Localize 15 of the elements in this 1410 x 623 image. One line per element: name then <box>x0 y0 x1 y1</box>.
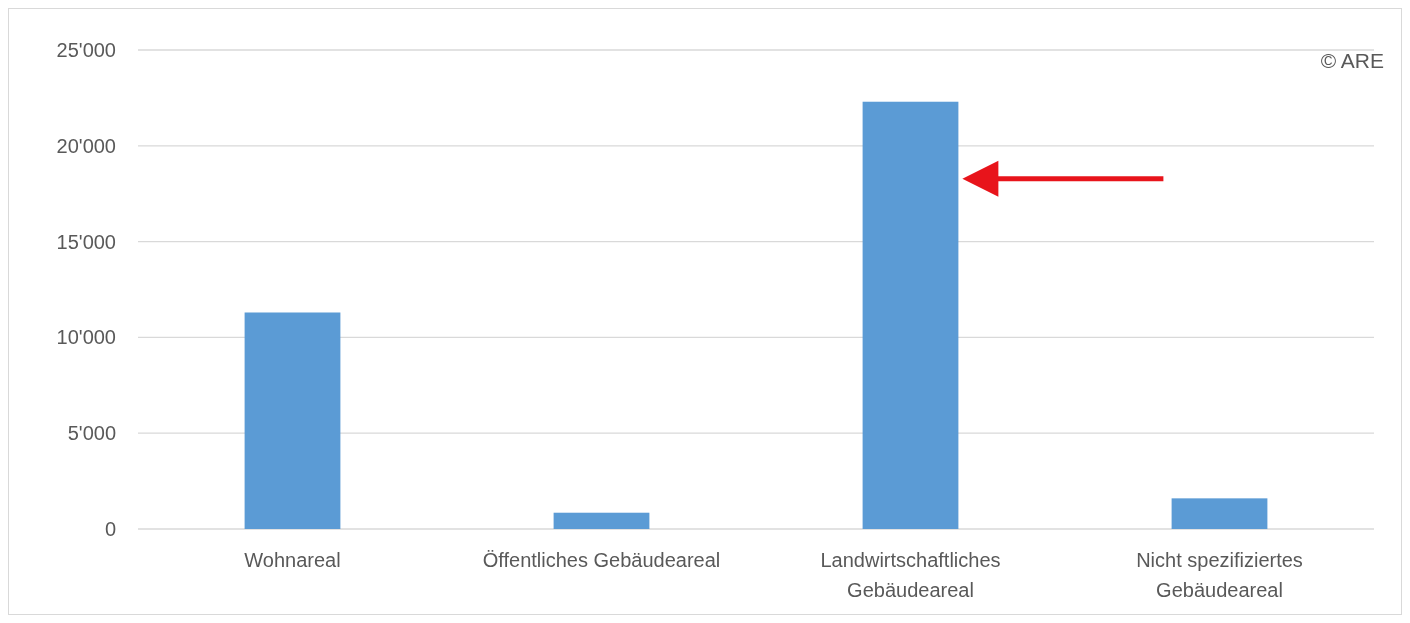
annotation: © ARE <box>1320 49 1384 72</box>
bar <box>1171 498 1268 529</box>
x-tick-label: Nicht spezifiziertes Gebäudeareal <box>1136 549 1303 601</box>
x-tick-label: Landwirtschaftliches Gebäudeareal <box>820 549 1001 601</box>
y-tick-label: 10'000 <box>56 326 116 349</box>
y-tick-label: 25'000 <box>56 39 116 61</box>
bar <box>862 101 959 529</box>
y-tick-label: 15'000 <box>56 230 116 253</box>
x-tick-label: Wohnareal <box>244 549 341 571</box>
y-tick-label: 0 <box>104 518 116 540</box>
x-tick-label: Öffentliches Gebäudeareal <box>482 549 721 571</box>
bar <box>244 312 341 529</box>
y-tick-label: 5'000 <box>67 422 116 445</box>
bar <box>553 512 650 529</box>
y-tick-label: 20'000 <box>56 134 116 157</box>
